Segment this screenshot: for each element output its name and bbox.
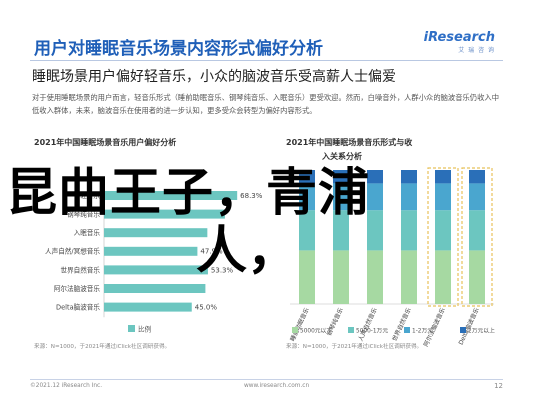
left-chart-value-label: 68.3% [240,192,263,200]
right-chart-bar-segment [299,250,315,304]
footer-website: www.iresearch.com.cn [244,383,310,389]
right-chart-highlight-box [427,167,459,307]
right-chart-bar-segment [401,210,417,251]
left-chart-bar [104,191,238,200]
right-chart-bar-segment [435,170,451,184]
right-chart-bar-segment [367,210,383,251]
right-chart-subtitle: 入关系分析 [322,152,362,161]
right-chart-category-label: 人声自然音乐 [356,306,378,342]
right-chart-highlight-box [461,167,493,307]
right-chart-legend-swatch [292,327,298,333]
right-chart-bar-segment [333,250,349,304]
left-chart-bar [104,209,225,219]
right-chart-bar-segment [401,250,417,304]
left-chart-bar [104,284,206,293]
left-chart-title: 2021年中国睡眠场景音乐用户偏好分析 [34,138,177,147]
footer-copyright: ©2021.12 iResearch Inc. [30,383,103,389]
right-chart-bar-segment [469,210,485,251]
left-chart-bar [104,246,198,256]
right-chart-bar-segment [401,183,417,211]
right-chart-legend-swatch [348,327,354,333]
right-chart-bar-segment [435,183,451,211]
right-chart-bar-segment [469,183,485,211]
right-chart-bar-segment [299,170,315,184]
overlay-headline-line2: 人， [196,221,299,281]
left-chart-category-label: 人声自然/冥想音乐 [45,247,100,256]
footer-page-number: 12 [494,382,503,390]
left-chart-value-label: 47.9% [200,248,223,256]
right-chart-bar-segment [333,170,349,184]
header-divider [30,60,503,61]
right-chart-bar-segment [469,250,485,304]
right-chart-legend-label: 2万元以上 [468,327,495,335]
right-chart-bar-segment [367,170,383,184]
right-chart-bar-segment [333,210,349,251]
right-chart-bar-segment [299,183,315,211]
left-chart-value-label: 53.3% [211,266,234,274]
page-title: 用户对睡眠音乐场景内容形式偏好分析 [34,39,323,59]
left-chart-category-label: 阿尔法脑波音乐 [54,284,101,293]
right-chart-bar-segment [435,210,451,251]
right-chart-category-label: 阿尔法脑波音乐 [422,306,447,347]
overlay-headline-line1: 昆曲王子，青浦 [6,163,371,223]
right-chart-bar-segment [435,250,451,304]
right-chart-category-label: Delta脑波音乐 [457,306,481,346]
left-chart-bar [104,302,192,312]
right-chart-bar-segment [333,183,349,211]
left-chart-category-label: 入眠音乐 [74,228,101,237]
right-chart-title: 2021年中国睡眠场景音乐形式与收 [286,138,413,147]
iresearch-logo: iResearch 艾 瑞 咨 询 [424,30,495,54]
logo-wordmark: iResearch [423,30,495,45]
right-chart-category-label: 世界自然音乐 [390,306,412,342]
right-chart-bar-segment [367,250,383,304]
left-chart-bar [104,228,208,238]
right-chart-category-label: 睡前助眠音乐 [288,306,310,342]
right-chart-bar-segment [367,183,383,211]
page-footer: ©2021.12 iResearch Inc. www.iresearch.co… [30,379,503,393]
left-chart-legend-label: 比例 [138,325,152,334]
right-chart-bar-segment [469,170,485,184]
right-chart-legend-label: 1-2万元 [412,328,433,335]
left-chart-legend-swatch [128,325,135,332]
logo-tagline: 艾 瑞 咨 询 [458,47,495,54]
left-chart-category-label: Delta脑波音乐 [56,303,100,312]
page-subtitle: 睡眠场景用户偏好轻音乐，小众的脑波音乐受高薪人士偏爱 [32,69,396,85]
right-chart-legend-swatch [460,327,466,333]
right-chart-source-note: 来源：N=1000，于2021年通过iClick社区调研获得。 [286,344,423,350]
left-chart-value-label: 45.0% [195,304,218,312]
right-chart-legend-label: 5000元以下 [300,328,332,335]
right-chart-legend-swatch [404,327,410,333]
left-chart-bar [104,265,208,275]
left-chart-source-note: 来源：N=1000，于2021年通过iClick社区调研获得。 [34,344,171,350]
left-chart-category-label: 轻音乐 [80,191,100,200]
right-chart-bar-segment [401,170,417,184]
body-paragraph: 对于使用睡眠场景的用户而言，轻音乐形式（睡前助眠音乐、钢琴纯音乐、入眠音乐）更受… [32,93,499,115]
right-chart-bar-segment [299,210,315,251]
left-chart-category-label: 世界自然音乐 [60,265,100,274]
right-chart-legend-label: 5000-1万元 [356,328,388,335]
left-chart-category-label: 钢琴纯音乐 [67,210,100,219]
